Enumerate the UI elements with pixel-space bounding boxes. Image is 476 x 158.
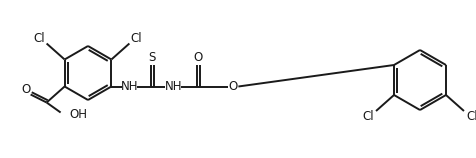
Text: OH: OH (69, 108, 88, 121)
Text: Cl: Cl (130, 32, 142, 45)
Text: O: O (194, 51, 203, 64)
Text: O: O (229, 80, 238, 93)
Text: Cl: Cl (362, 109, 374, 122)
Text: Cl: Cl (34, 32, 45, 45)
Text: NH: NH (120, 80, 138, 93)
Text: O: O (21, 83, 30, 96)
Text: NH: NH (165, 80, 182, 93)
Text: Cl: Cl (466, 109, 476, 122)
Text: S: S (149, 51, 156, 64)
